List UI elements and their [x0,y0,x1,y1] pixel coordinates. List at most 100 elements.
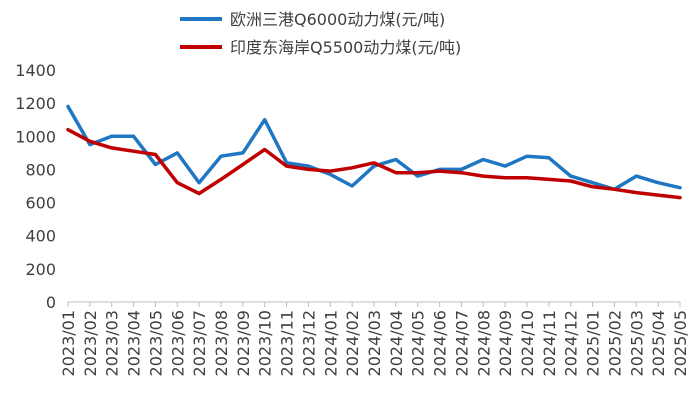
data-point-india [176,181,179,184]
legend-label-europe: 欧洲三港Q6000动力煤(元/吨) [230,10,445,29]
legend-label-india: 印度东海岸Q5500动力煤(元/吨) [230,38,461,57]
x-axis: 2023/01 2023/02 2023/03 2023/04 2023/05 2023/… [59,301,690,376]
data-point-india [503,176,507,179]
data-point-india [416,171,419,174]
x-tick-label: 2023/04 [125,310,144,376]
data-point-europe [678,186,682,189]
data-point-europe [525,155,529,158]
x-tick-label: 2023/11 [278,310,297,376]
data-point-europe [329,173,332,176]
data-point-india [394,171,398,174]
x-tick-label: 2023/06 [168,310,187,376]
data-point-europe [416,174,419,178]
x-tick-label: 2023/07 [190,310,209,376]
data-point-europe [219,155,223,158]
data-point-europe [591,181,594,184]
series-layer [66,104,682,200]
x-tick-label: 2024/01 [321,310,340,376]
data-point-india [307,168,310,171]
data-point-india [329,169,332,173]
x-tick-label: 2023/09 [234,310,253,376]
x-tick-label: 2023/10 [256,310,275,376]
data-point-europe [263,118,266,121]
y-tick-label: 800 [25,160,56,179]
data-point-india [635,191,638,194]
x-tick-label: 2024/03 [365,310,384,376]
data-point-india [482,174,485,178]
x-tick-label: 2024/08 [474,310,493,376]
data-point-india [525,176,529,179]
data-point-europe [176,151,179,155]
data-point-europe [307,164,310,168]
data-point-india [88,140,92,143]
data-point-india [613,188,616,191]
y-tick-label: 1400 [15,61,56,80]
data-point-europe [285,161,288,164]
x-tick-label: 2025/05 [671,310,690,376]
data-point-europe [635,174,638,178]
x-tick-label: 2024/04 [387,310,406,376]
data-point-india [460,171,463,174]
x-tick-label: 2024/09 [496,310,515,376]
x-tick-label: 2025/02 [605,310,624,376]
data-point-india [569,179,572,183]
y-tick-label: 600 [25,194,56,213]
x-tick-label: 2023/01 [59,310,78,376]
data-point-europe [350,184,354,188]
data-point-india [438,169,441,173]
x-tick-label: 2025/01 [584,310,603,376]
data-point-europe [154,163,157,166]
x-tick-label: 2024/12 [562,310,581,376]
data-point-europe [656,181,660,184]
y-axis: 0 200 400 600 800 1000 1200 1400 [15,61,56,312]
data-point-europe [110,135,113,138]
x-tick-label: 2024/02 [343,310,362,376]
x-tick-label: 2024/07 [452,310,471,376]
y-tick-label: 0 [46,293,56,312]
x-tick-label: 2024/10 [518,310,537,376]
y-tick-label: 200 [25,260,56,279]
data-point-india [263,148,266,151]
y-tick-label: 400 [25,227,56,246]
x-tick-label: 2024/05 [409,310,428,376]
data-point-india [241,163,245,166]
data-point-europe [66,105,70,108]
data-point-europe [241,151,245,155]
legend: 欧洲三港Q6000动力煤(元/吨) 印度东海岸Q5500动力煤(元/吨) [180,10,461,57]
data-point-india [350,166,354,169]
x-tick-label: 2023/03 [103,310,122,376]
x-tick-label: 2024/06 [431,310,450,376]
data-point-europe [460,168,463,171]
data-point-india [132,150,135,153]
data-point-india [547,178,551,181]
data-point-europe [547,156,551,159]
data-point-india [219,178,223,181]
data-point-europe [197,181,201,184]
data-point-india [110,146,113,150]
data-point-europe [503,164,507,168]
x-tick-label: 2025/03 [627,310,646,376]
y-tick-label: 1000 [15,127,56,146]
x-tick-label: 2023/05 [146,310,165,376]
data-point-europe [394,158,398,161]
data-point-europe [132,135,135,138]
data-point-europe [482,158,485,161]
data-point-europe [569,174,572,178]
data-point-india [154,153,157,156]
data-point-india [372,161,376,164]
x-tick-label: 2025/04 [649,310,668,376]
data-point-india [678,196,682,199]
data-point-india [285,164,288,168]
x-tick-label: 2023/08 [212,310,231,376]
y-tick-label: 1200 [15,94,56,113]
x-tick-label: 2023/12 [299,310,318,376]
data-point-india [66,128,70,131]
x-tick-label: 2023/02 [81,310,100,376]
data-point-india [197,192,201,195]
data-point-india [591,185,594,188]
data-point-europe [88,143,92,146]
data-point-europe [372,164,376,168]
series-line-europe [66,104,682,192]
